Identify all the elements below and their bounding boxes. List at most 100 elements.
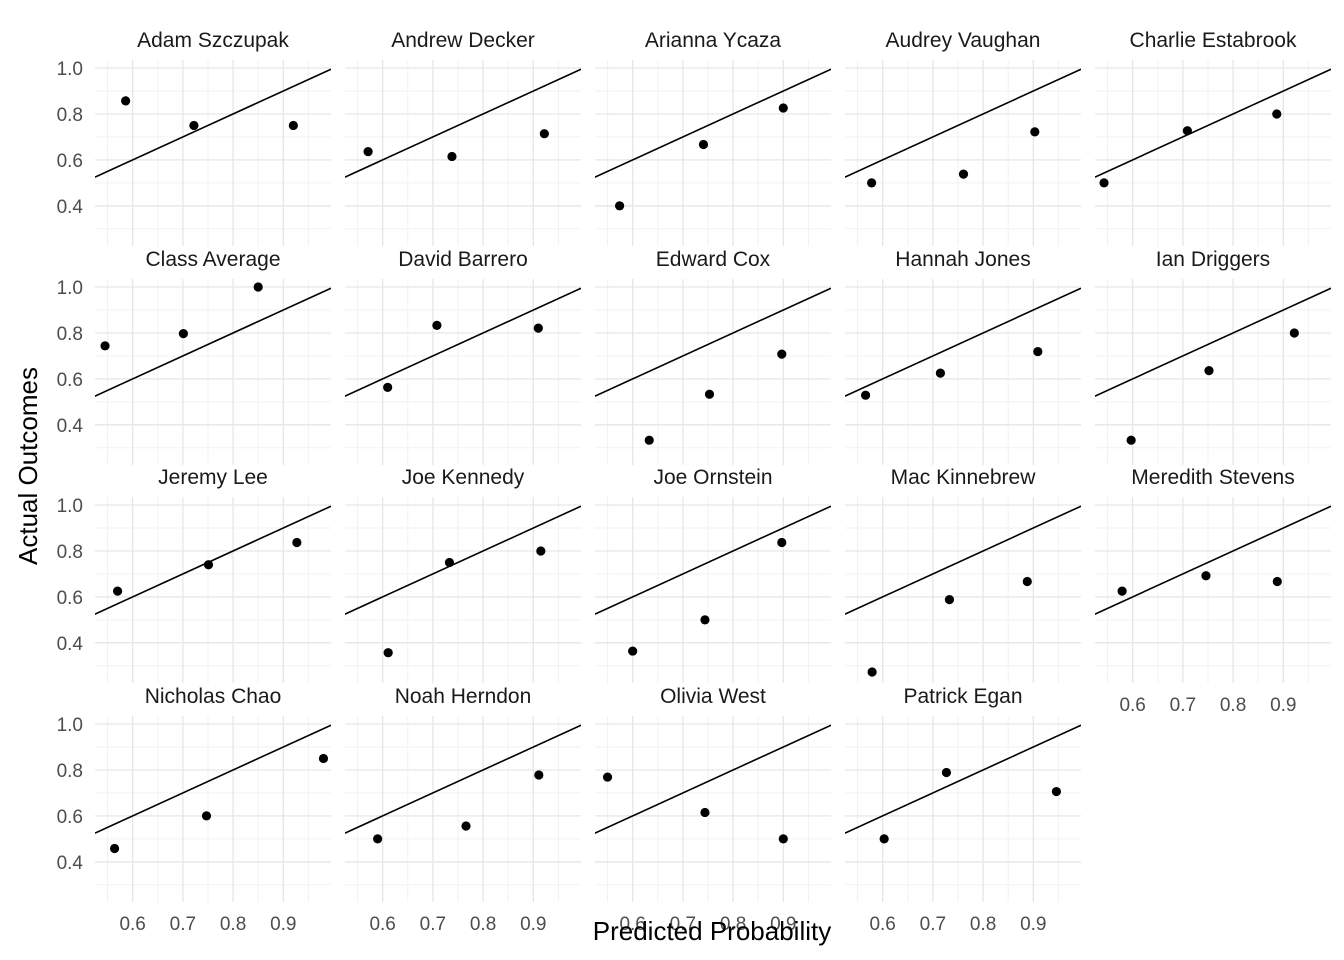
x-tick-label: 0.7 bbox=[1170, 695, 1196, 716]
panel-title: Hannah Jones bbox=[895, 248, 1030, 271]
reference-line bbox=[595, 724, 831, 834]
panel-title: Nicholas Chao bbox=[145, 685, 282, 708]
data-point bbox=[1204, 366, 1214, 376]
data-point bbox=[288, 120, 298, 131]
x-tick-label: 0.8 bbox=[470, 914, 496, 935]
panel-title: Adam Szczupak bbox=[137, 29, 289, 52]
x-tick-label: 0.9 bbox=[270, 914, 296, 935]
x-tick-label: 0.9 bbox=[520, 914, 546, 935]
panel-title: Arianna Ycaza bbox=[645, 29, 782, 52]
panel-title: Joe Kennedy bbox=[402, 466, 525, 489]
data-point bbox=[778, 834, 788, 844]
panel-title: Ian Driggers bbox=[1156, 248, 1270, 271]
y-tick-label: 0.8 bbox=[57, 105, 83, 126]
data-point bbox=[867, 667, 877, 677]
data-point bbox=[1272, 576, 1282, 587]
data-point bbox=[944, 595, 955, 605]
reference-line bbox=[845, 505, 1081, 615]
facet-panel: Edward Cox bbox=[595, 248, 831, 465]
panel-title: Noah Herndon bbox=[395, 685, 532, 708]
panel-title: Patrick Egan bbox=[903, 685, 1022, 708]
x-tick-label: 0.9 bbox=[1270, 695, 1296, 716]
y-tick-label: 0.4 bbox=[57, 853, 84, 874]
y-tick-label: 0.6 bbox=[57, 370, 83, 391]
facet-panel: Meredith Stevens 0.6 0.7 0.8 0.9 bbox=[1095, 466, 1331, 716]
x-tick-label: 0.9 bbox=[1020, 914, 1046, 935]
data-point bbox=[536, 546, 546, 556]
y-tick-label: 1.0 bbox=[57, 59, 83, 80]
facet-panel: Noah Herndon 0.6 0.7 0.8 0.9 bbox=[345, 685, 581, 935]
data-point bbox=[373, 834, 383, 844]
data-point bbox=[292, 537, 302, 548]
facet-panel: Mac Kinnebrew bbox=[845, 466, 1081, 683]
x-tick-label: 0.7 bbox=[920, 914, 946, 935]
y-tick-label: 1.0 bbox=[57, 278, 83, 299]
y-tick-label: 0.4 bbox=[57, 416, 84, 437]
reference-line bbox=[345, 724, 581, 834]
y-tick-label: 1.0 bbox=[57, 715, 83, 736]
reference-line bbox=[1095, 505, 1331, 615]
data-point bbox=[432, 320, 442, 330]
reference-line bbox=[345, 287, 581, 397]
facet-panel: Adam Szczupak 0.4 0.6 0.8 1.0 bbox=[57, 29, 331, 246]
x-tick-label: 0.8 bbox=[720, 914, 746, 935]
reference-line bbox=[1095, 287, 1331, 397]
y-tick-label: 1.0 bbox=[57, 496, 83, 517]
facet-panel: Olivia West 0.6 0.7 0.8 0.9 bbox=[595, 685, 831, 935]
facet-panel: Class Average 0.4 0.6 0.8 1.0 bbox=[57, 248, 331, 465]
data-point bbox=[1099, 178, 1109, 188]
x-tick-label: 0.8 bbox=[970, 914, 996, 935]
data-point bbox=[1022, 576, 1032, 587]
panel-title: Mac Kinnebrew bbox=[891, 466, 1037, 489]
facet-panel: Charlie Estabrook bbox=[1095, 29, 1331, 246]
facet-panel: David Barrero bbox=[345, 248, 581, 465]
data-point bbox=[628, 646, 638, 656]
data-point bbox=[447, 151, 457, 162]
reference-line bbox=[595, 287, 831, 397]
data-point bbox=[253, 282, 263, 292]
reference-line bbox=[1095, 68, 1331, 178]
y-axis-title: Actual Outcomes bbox=[13, 367, 43, 565]
facet-panel: Patrick Egan 0.6 0.7 0.8 0.9 bbox=[845, 685, 1081, 935]
x-axis-title: Predicted Probability bbox=[593, 916, 831, 946]
facet-panel: Andrew Decker bbox=[345, 29, 581, 246]
y-tick-label: 0.6 bbox=[57, 151, 83, 172]
data-point bbox=[867, 178, 877, 188]
reference-line bbox=[845, 724, 1081, 834]
reference-line bbox=[345, 505, 581, 615]
y-tick-label: 0.4 bbox=[57, 197, 84, 218]
reference-line bbox=[345, 68, 581, 178]
data-point bbox=[602, 772, 613, 782]
facet-panel: Arianna Ycaza bbox=[595, 29, 831, 246]
data-point bbox=[109, 843, 120, 854]
y-tick-label: 0.6 bbox=[57, 807, 83, 828]
reference-line bbox=[845, 287, 1081, 397]
data-point bbox=[318, 753, 329, 764]
facet-panel: Hannah Jones bbox=[845, 248, 1081, 465]
data-point bbox=[533, 323, 543, 333]
data-point bbox=[1126, 435, 1136, 445]
x-tick-label: 0.7 bbox=[670, 914, 696, 935]
panel-title: Charlie Estabrook bbox=[1130, 29, 1297, 52]
y-tick-label: 0.8 bbox=[57, 761, 83, 782]
panel-title: Class Average bbox=[145, 248, 280, 271]
x-tick-label: 0.9 bbox=[770, 914, 796, 935]
data-point bbox=[203, 560, 214, 570]
data-point bbox=[461, 821, 471, 831]
y-tick-label: 0.8 bbox=[57, 324, 83, 345]
x-tick-label: 0.7 bbox=[420, 914, 446, 935]
data-point bbox=[1272, 109, 1282, 119]
y-tick-label: 0.8 bbox=[57, 542, 83, 563]
data-point bbox=[615, 201, 625, 211]
data-point bbox=[778, 103, 788, 113]
data-point bbox=[698, 139, 709, 150]
data-point bbox=[704, 389, 715, 399]
y-tick-label: 0.4 bbox=[57, 634, 84, 655]
facet-panel: Jeremy Lee 0.4 0.6 0.8 1.0 bbox=[57, 466, 331, 683]
data-point bbox=[178, 329, 188, 339]
facet-panel: Joe Ornstein bbox=[595, 466, 831, 683]
x-tick-label: 0.6 bbox=[369, 914, 395, 935]
data-point bbox=[121, 96, 131, 106]
panel-title: Olivia West bbox=[660, 685, 766, 708]
